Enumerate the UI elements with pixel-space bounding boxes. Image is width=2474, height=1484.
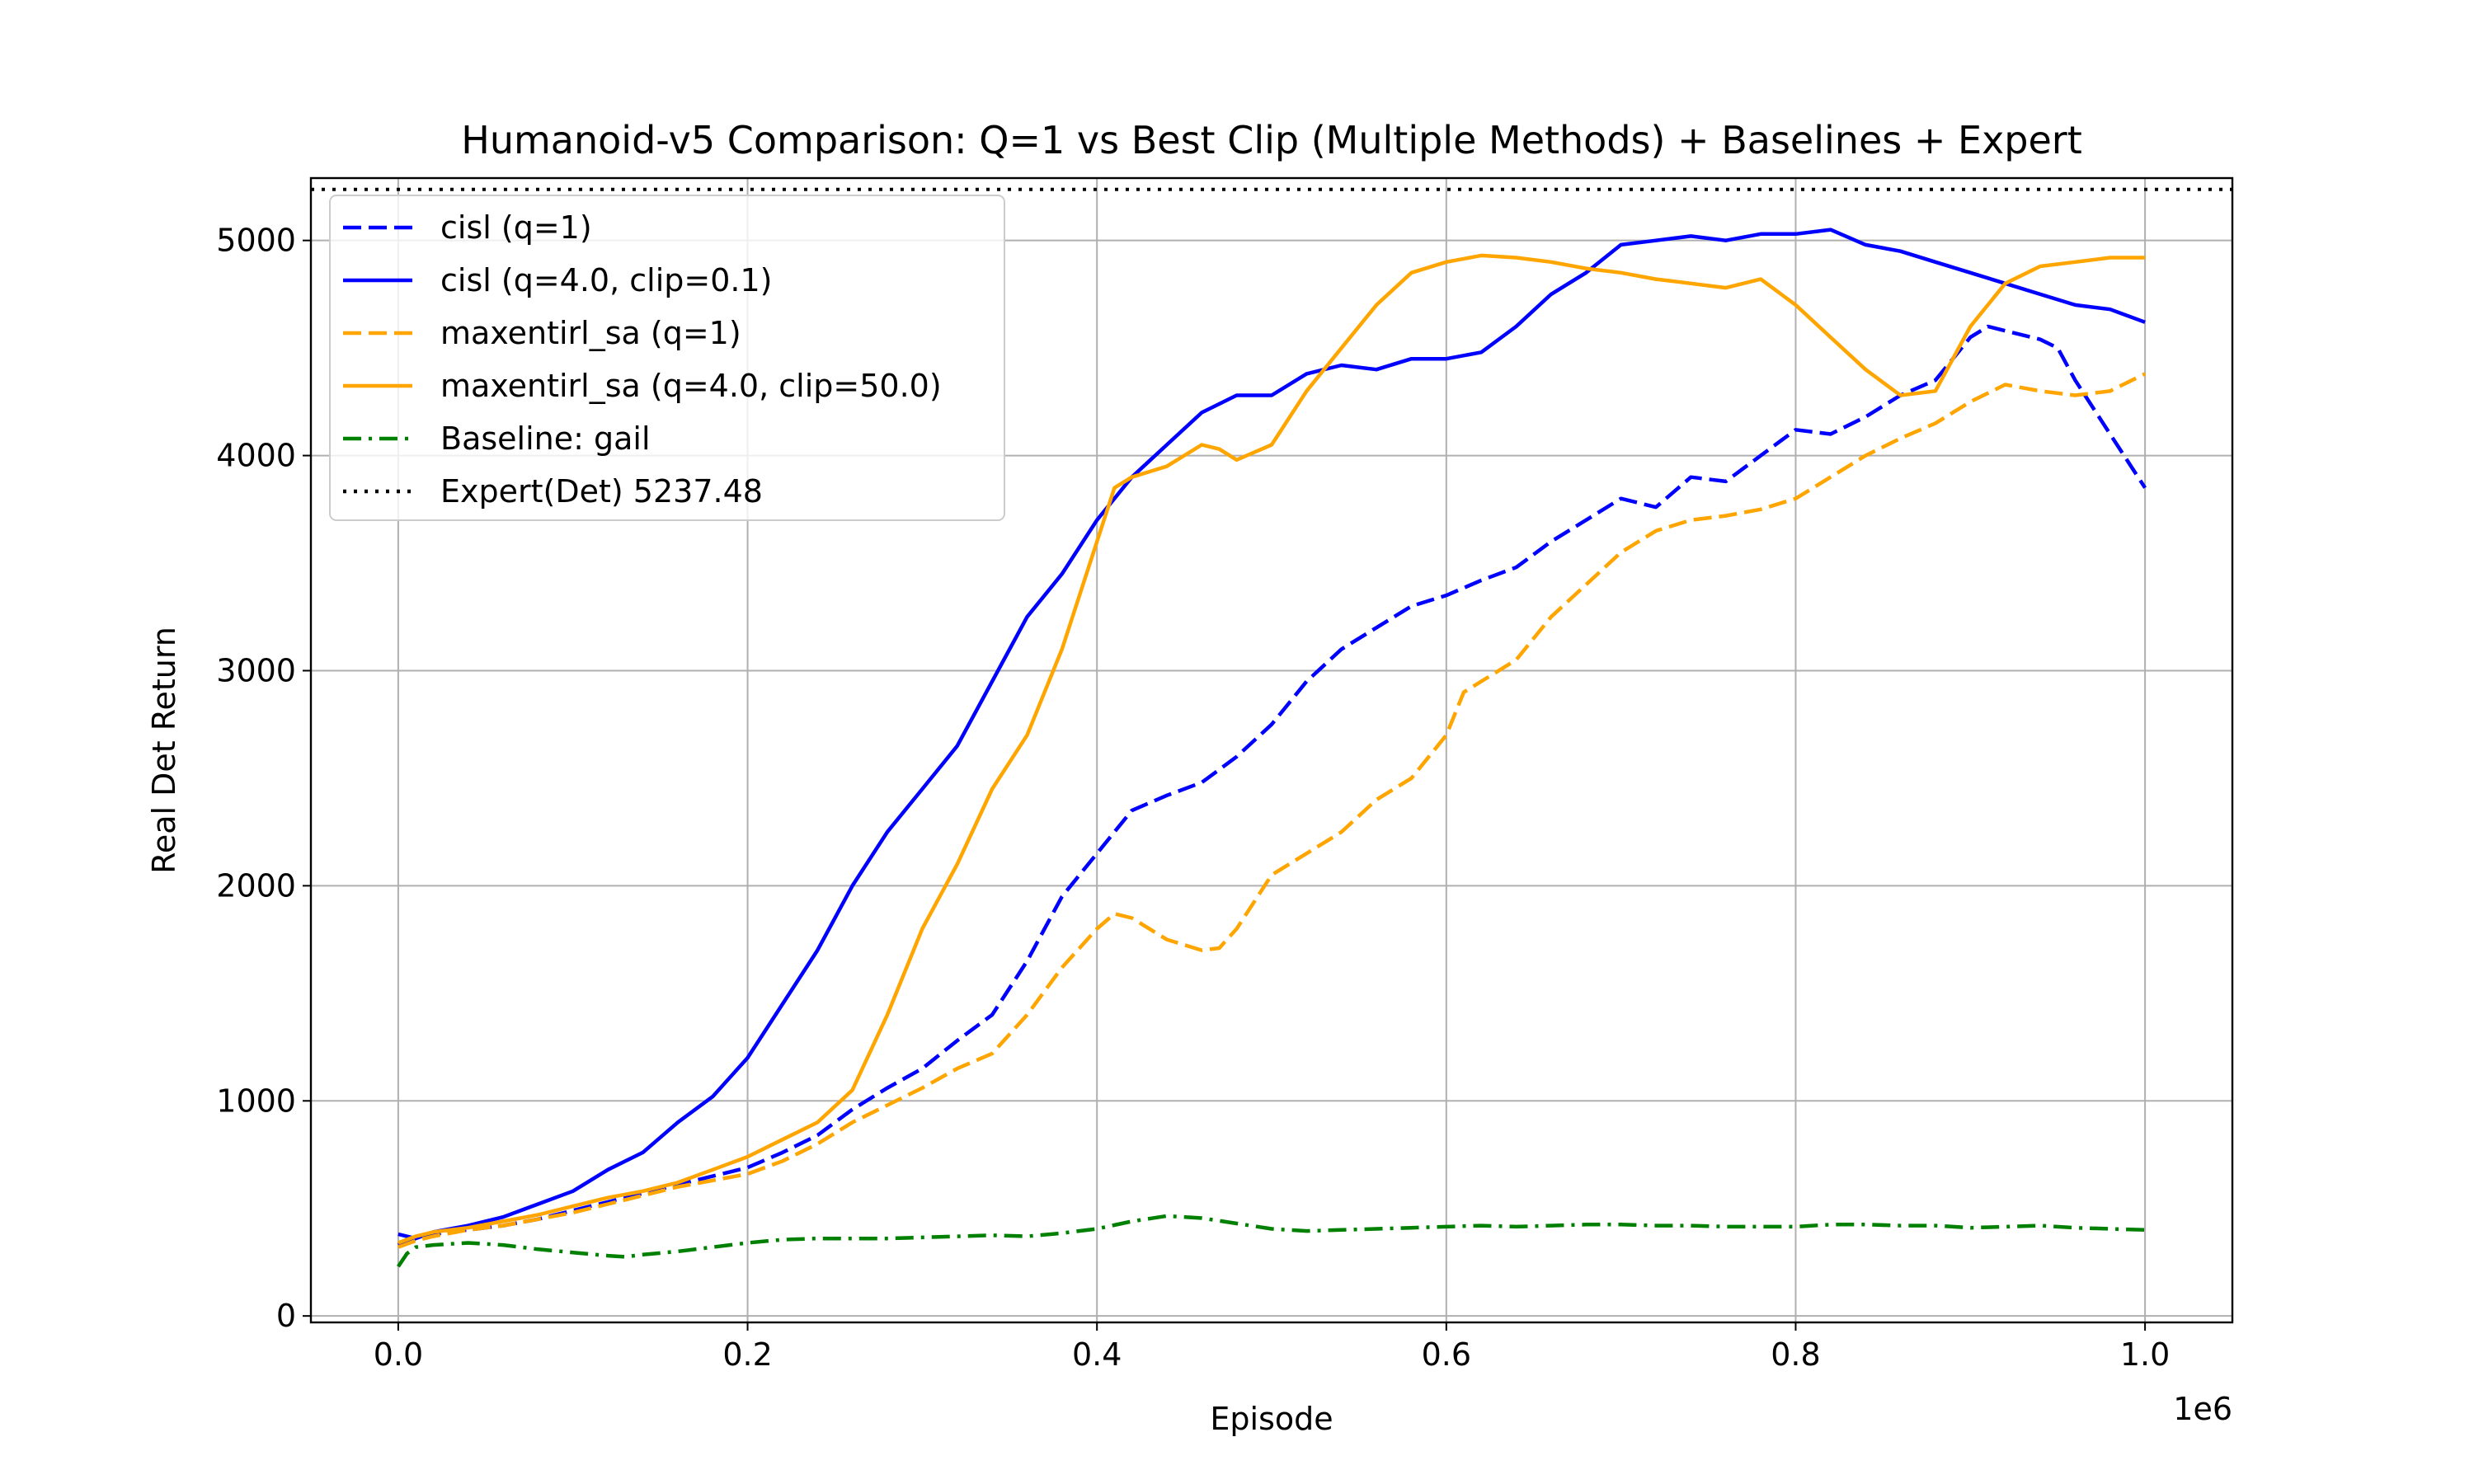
series-line-1 (397, 324, 2147, 1241)
x-tick-label: 0.8 (1771, 1336, 1820, 1373)
y-tick-label: 5000 (216, 223, 296, 259)
x-axis-label: Episode (1210, 1401, 1333, 1437)
y-tick-label: 3000 (216, 652, 296, 688)
y-tick-label: 4000 (216, 438, 296, 474)
plot-frame (309, 176, 2234, 1324)
series-line-4 (397, 253, 2146, 1245)
x-tick-label: 1.0 (2120, 1336, 2170, 1373)
series-line-5 (397, 1214, 2146, 1268)
y-tick-label: 2000 (216, 867, 296, 904)
series-line-2 (397, 228, 2146, 1247)
y-axis-label: Real Det Return (146, 627, 182, 874)
legend-entry-label: cisl (q=1) (440, 209, 592, 246)
x-tick-label: 0.6 (1422, 1336, 1471, 1373)
x-tick-label: 0.2 (722, 1336, 772, 1373)
grid (311, 178, 2232, 1322)
x-tick-label: 0.0 (374, 1336, 423, 1373)
legend-entry-label: Baseline: gail (440, 420, 651, 457)
x-tick-label: 0.4 (1072, 1336, 1122, 1373)
legend-entry-label: cisl (q=4.0, clip=0.1) (440, 262, 773, 298)
x-axis-offset-label: 1e6 (2173, 1391, 2232, 1427)
legend-entry-label: maxentirl_sa (q=1) (440, 315, 741, 351)
y-tick-label: 1000 (216, 1082, 296, 1119)
legend-box (329, 195, 1005, 521)
series-lines (397, 228, 2147, 1268)
y-tick-label: 0 (276, 1298, 296, 1334)
series-line-3 (397, 372, 2147, 1249)
legend: cisl (q=1) cisl (q=4.0, clip=0.1) maxentir… (329, 195, 1005, 521)
legend-entry-label: Expert(Det) 5237.48 (440, 473, 763, 510)
chart-title: Humanoid-v5 Comparison: Q=1 vs Best Clip… (461, 118, 2082, 162)
axis-ticks: 0.0 0.2 0.4 0.6 0.8 1.0 0 1000 2000 3000 4000 5000 (216, 223, 2170, 1373)
legend-entry-label: maxentirl_sa (q=4.0, clip=50.0) (440, 368, 942, 404)
